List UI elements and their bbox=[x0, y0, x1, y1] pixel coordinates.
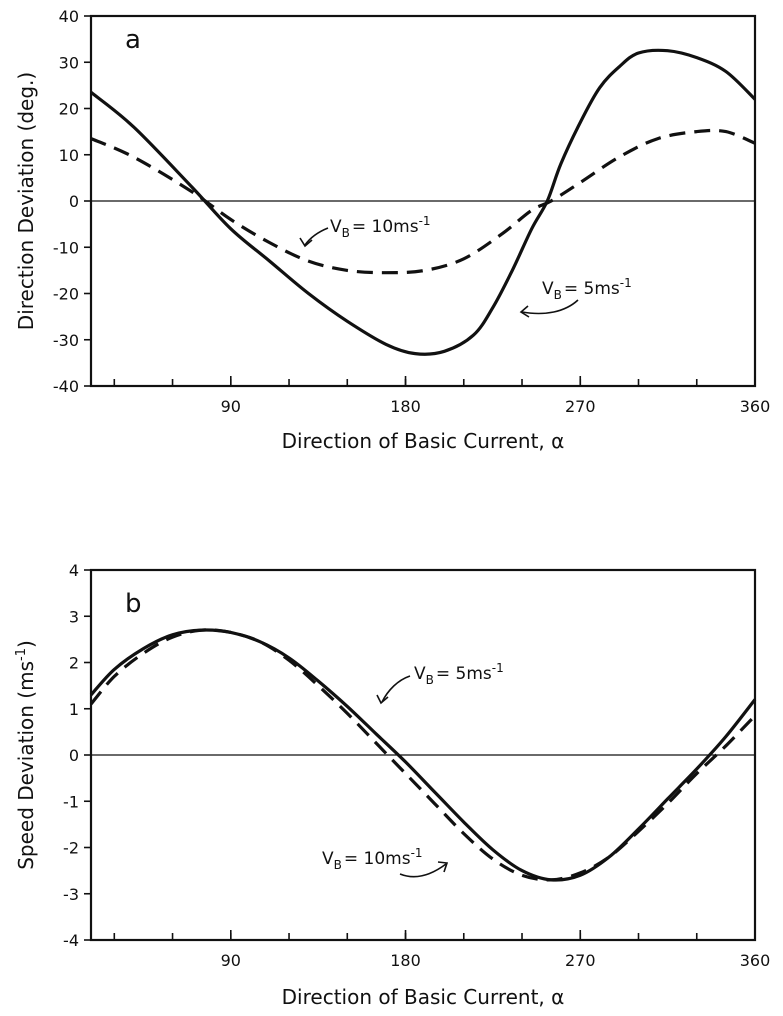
panel-b-y-tick-label: -2 bbox=[63, 839, 79, 858]
panel-b: -4 -3 -2 -1 0 1 2 3 4 90 180 270 360 b Direction of … bbox=[14, 561, 770, 1009]
annotation-prefix: V bbox=[322, 849, 334, 869]
y-title-suffix: ) bbox=[14, 640, 38, 648]
annotation-superscript: -1 bbox=[492, 661, 504, 675]
panel-a-y-tick-label: -10 bbox=[53, 238, 79, 257]
annotation-suffix: = 10ms bbox=[352, 217, 419, 237]
annotation-suffix: = 5ms bbox=[564, 279, 620, 299]
panel-b-series-dashed bbox=[89, 628, 757, 882]
panel-b-y-tick-label: 1 bbox=[69, 700, 79, 719]
panel-b-leader-10ms bbox=[399, 863, 447, 878]
annotation-subscript: B bbox=[334, 858, 342, 872]
panel-a-annotation-5ms: VB = 5ms-1 bbox=[542, 276, 632, 302]
panel-b-y-tick-label: 2 bbox=[69, 654, 79, 673]
panel-a-x-tick-label: 270 bbox=[565, 397, 596, 416]
panel-b-y-tick-label: 3 bbox=[69, 607, 79, 626]
panel-b-y-axis-title: Speed Deviation (ms-1) bbox=[14, 640, 38, 870]
panel-a-y-tick-label: 10 bbox=[59, 146, 79, 165]
annotation-prefix: V bbox=[330, 217, 342, 237]
annotation-prefix: V bbox=[542, 279, 554, 299]
panel-a-x-tick-label: 360 bbox=[740, 397, 771, 416]
annotation-prefix: V bbox=[414, 664, 426, 684]
annotation-superscript: -1 bbox=[419, 214, 431, 228]
panel-a-x-tick-label: 180 bbox=[390, 397, 421, 416]
annotation-superscript: -1 bbox=[620, 276, 632, 290]
panel-b-y-tick-label: -1 bbox=[63, 792, 79, 811]
panel-b-leader-5ms bbox=[381, 675, 411, 703]
panel-b-arrowhead-10ms bbox=[437, 861, 449, 873]
panel-a-arrowhead-5ms bbox=[519, 305, 530, 318]
panel-b-x-axis-title: Direction of Basic Current, α bbox=[282, 985, 565, 1009]
panel-a-annotation-10ms: VB = 10ms-1 bbox=[330, 214, 431, 240]
panel-a: -40 -30 -20 -10 0 10 20 30 40 90 180 270 360 a Direc… bbox=[14, 7, 770, 453]
annotation-suffix: = 5ms bbox=[436, 664, 492, 684]
panel-b-x-tick-label: 360 bbox=[740, 951, 771, 970]
panel-b-annotation-10ms: VB = 10ms-1 bbox=[322, 846, 423, 872]
panel-a-ticks: -40 -30 -20 -10 0 10 20 30 40 90 180 270 360 bbox=[53, 7, 770, 416]
panel-b-y-tick-label: -3 bbox=[63, 885, 79, 904]
panel-a-x-tick-label: 90 bbox=[221, 397, 241, 416]
panel-b-y-tick-label: 0 bbox=[69, 746, 79, 765]
annotation-subscript: B bbox=[554, 288, 562, 302]
panel-b-series bbox=[89, 628, 757, 882]
panel-b-ticks: -4 -3 -2 -1 0 1 2 3 4 90 180 270 360 bbox=[63, 561, 770, 970]
panel-a-series bbox=[89, 48, 757, 356]
panel-a-y-tick-label: 20 bbox=[59, 100, 79, 119]
panel-a-series-dashed bbox=[90, 128, 756, 275]
panel-b-x-tick-label: 90 bbox=[221, 951, 241, 970]
panel-a-leader-10ms bbox=[304, 227, 329, 246]
panel-a-y-axis-title: Direction Deviation (deg.) bbox=[14, 72, 38, 330]
panel-a-y-tick-label: -20 bbox=[53, 285, 79, 304]
panel-a-series-solid bbox=[89, 48, 757, 356]
panel-a-x-axis-title: Direction of Basic Current, α bbox=[282, 429, 565, 453]
y-title-superscript: -1 bbox=[14, 648, 29, 661]
panel-a-y-tick-label: 40 bbox=[59, 7, 79, 26]
annotation-subscript: B bbox=[342, 226, 350, 240]
panel-b-arrowhead-5ms bbox=[376, 694, 389, 705]
panel-a-leader-5ms bbox=[521, 299, 579, 315]
panel-a-y-tick-label: 30 bbox=[59, 53, 79, 72]
panel-a-label: a bbox=[125, 25, 141, 55]
panel-a-y-tick-label: -40 bbox=[53, 377, 79, 396]
annotation-superscript: -1 bbox=[411, 846, 423, 860]
panel-b-x-tick-label: 180 bbox=[390, 951, 421, 970]
panel-b-annotation-5ms: VB = 5ms-1 bbox=[414, 661, 504, 687]
panel-b-x-tick-label: 270 bbox=[565, 951, 596, 970]
annotation-subscript: B bbox=[426, 673, 434, 687]
panel-b-y-tick-label: 4 bbox=[69, 561, 79, 580]
panel-b-label: b bbox=[125, 589, 142, 619]
annotation-suffix: = 10ms bbox=[344, 849, 411, 869]
panel-a-y-tick-label: -30 bbox=[53, 331, 79, 350]
panel-b-y-tick-label: -4 bbox=[63, 931, 79, 950]
panel-a-arrowhead-10ms bbox=[299, 237, 313, 248]
y-title-prefix: Speed Deviation (ms bbox=[14, 661, 38, 870]
panel-a-y-tick-label: 0 bbox=[69, 192, 79, 211]
